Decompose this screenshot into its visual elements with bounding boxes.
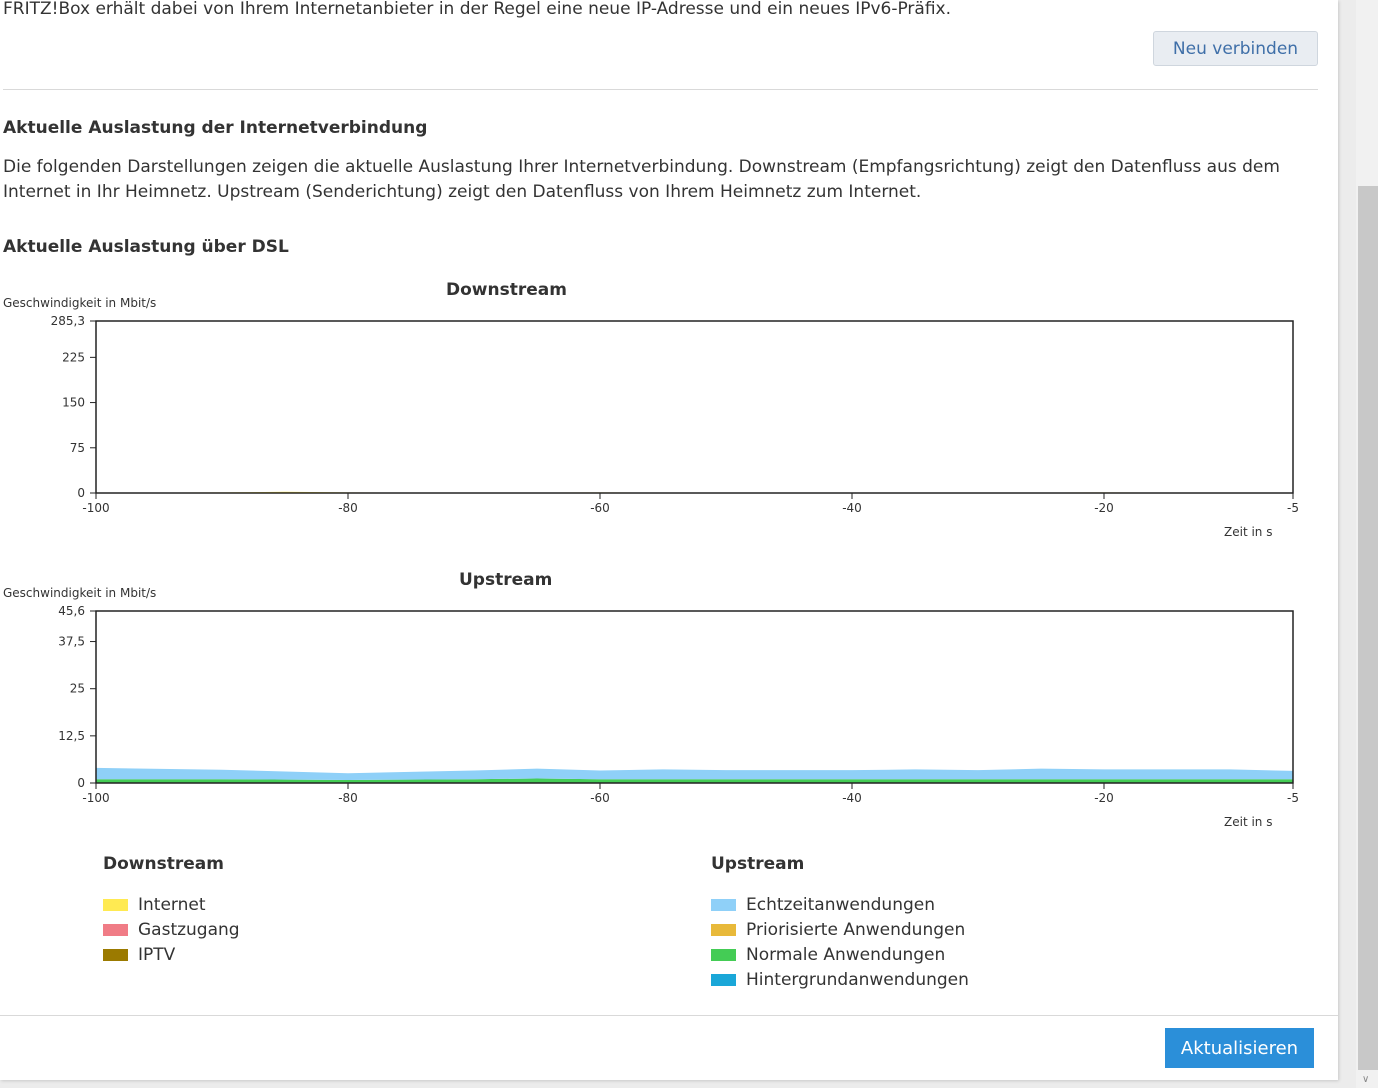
legend-label: Normale Anwendungen [746, 945, 946, 965]
footer-divider [0, 1015, 1338, 1016]
dsl-title: Aktuelle Auslastung über DSL [3, 237, 289, 257]
upstream-x-tick-label: -40 [842, 791, 862, 805]
legend-swatch-echtzeit [711, 899, 736, 911]
legend-item-hintergrund: Hintergrundanwendungen [711, 970, 969, 990]
upstream-y-axis-label: Geschwindigkeit in Mbit/s [3, 586, 157, 600]
upstream-chart: 45,6 37,5 25 12,5 0-100 -80 -60 -40 -20 -5 [58, 604, 1299, 805]
legend-label: Internet [138, 895, 206, 915]
section-title: Aktuelle Auslastung der Internetverbindu… [3, 118, 428, 138]
downstream-x-axis-label: Zeit in s [1224, 525, 1273, 539]
legend-item-echtzeit: Echtzeitanwendungen [711, 895, 935, 915]
upstream-x-tick-label: -80 [338, 791, 358, 805]
upstream-y-tick-label: 25 [70, 682, 85, 696]
downstream-y-tick-label: 150 [62, 396, 85, 410]
upstream-y-tick-label: 12,5 [58, 729, 85, 743]
upstream-area-1 [96, 767, 1293, 780]
upstream-x-tick-label: -5 [1287, 791, 1299, 805]
downstream-x-tick-label: -60 [590, 501, 610, 515]
downstream-y-axis-label: Geschwindigkeit in Mbit/s [3, 296, 157, 310]
scrollbar-thumb[interactable] [1358, 186, 1378, 1070]
legend-label: Gastzugang [138, 920, 240, 940]
legend-label: Echtzeitanwendungen [746, 895, 935, 915]
legend-swatch-iptv [103, 949, 128, 961]
content-panel [0, 0, 1338, 1080]
downstream-chart: 285,3 225 150 75 0-100 -80 -60 -40 -20 -5 [51, 314, 1299, 515]
legend-item-normal: Normale Anwendungen [711, 945, 945, 965]
downstream-y-tick-label: 75 [70, 441, 85, 455]
downstream-plot-frame [95, 320, 1294, 494]
downstream-x-tick-label: -80 [338, 501, 358, 515]
upstream-y-tick-label: 0 [77, 776, 85, 790]
legend-upstream-title: Upstream [711, 854, 805, 874]
upstream-chart-title: Upstream [459, 570, 553, 590]
legend-label: IPTV [138, 945, 176, 965]
legend-label: Priorisierte Anwendungen [746, 920, 966, 940]
legend-label: Hintergrundanwendungen [746, 970, 969, 990]
upstream-x-tick-label: -20 [1094, 791, 1114, 805]
upstream-plot-frame [95, 610, 1294, 784]
legend-item-internet: Internet [103, 895, 206, 915]
reconnect-button[interactable]: Neu verbinden [1153, 31, 1318, 66]
legend-item-gastzugang: Gastzugang [103, 920, 240, 940]
downstream-x-tick-label: -5 [1287, 501, 1299, 515]
legend-swatch-normal [711, 949, 736, 961]
upstream-x-tick-label: -60 [590, 791, 610, 805]
refresh-button[interactable]: Aktualisieren [1165, 1028, 1314, 1068]
legend-item-iptv: IPTV [103, 945, 175, 965]
downstream-y-tick-label: 225 [62, 350, 85, 364]
downstream-chart-title: Downstream [446, 280, 567, 300]
downstream-x-tick-label: -40 [842, 501, 862, 515]
upstream-x-axis-label: Zeit in s [1224, 815, 1273, 829]
legend-swatch-priorisiert [711, 924, 736, 936]
legend-downstream-title: Downstream [103, 854, 224, 874]
upstream-x-tick-label: -100 [82, 791, 109, 805]
downstream-y-tick-label: 285,3 [51, 314, 85, 328]
upstream-y-tick-label: 37,5 [58, 635, 85, 649]
upstream-y-tick-label: 45,6 [58, 604, 85, 618]
scroll-down-icon[interactable]: ∨ [1362, 1074, 1370, 1085]
upstream-area-0 [96, 778, 1293, 783]
downstream-x-tick-label: -20 [1094, 501, 1114, 515]
legend-swatch-hintergrund [711, 974, 736, 986]
legend-swatch-internet [103, 899, 128, 911]
downstream-x-tick-label: -100 [82, 501, 109, 515]
legend-swatch-gastzugang [103, 924, 128, 936]
divider [3, 89, 1318, 90]
intro-text: FRITZ!Box erhält dabei von Ihrem Interne… [3, 0, 952, 19]
downstream-y-tick-label: 0 [77, 486, 85, 500]
section-text: Die folgenden Darstellungen zeigen die a… [3, 157, 1280, 202]
legend-item-priorisiert: Priorisierte Anwendungen [711, 920, 965, 940]
